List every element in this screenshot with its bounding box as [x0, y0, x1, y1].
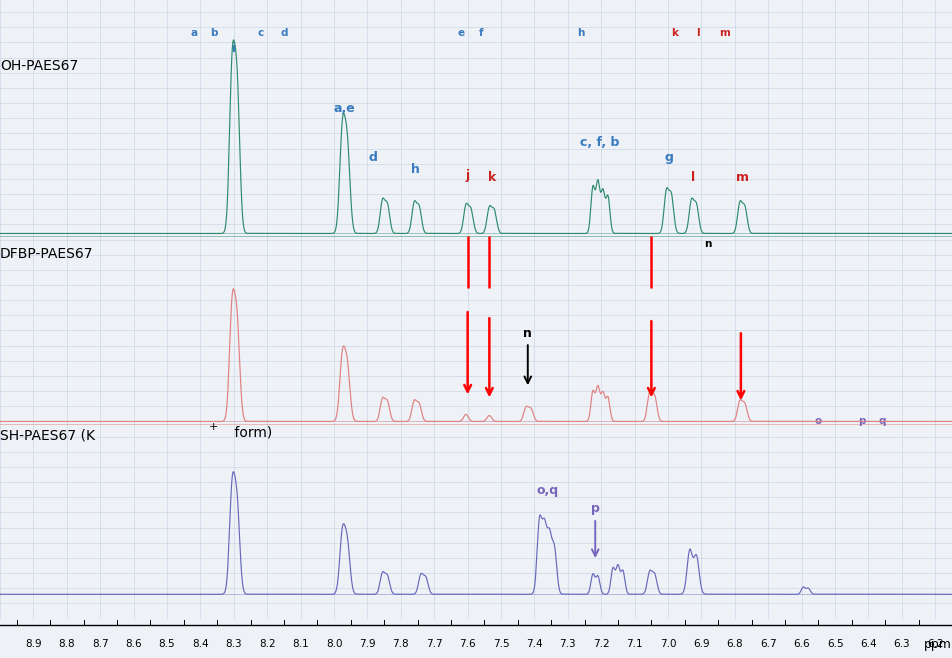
Text: ppm: ppm — [924, 638, 952, 651]
Text: c: c — [257, 28, 264, 38]
Text: 8.2: 8.2 — [259, 639, 275, 649]
Text: 7.9: 7.9 — [359, 639, 376, 649]
Text: n: n — [524, 326, 532, 383]
Text: 8.8: 8.8 — [58, 639, 75, 649]
Text: 8.1: 8.1 — [292, 639, 309, 649]
Text: 7.0: 7.0 — [660, 639, 676, 649]
Text: f: f — [479, 28, 484, 38]
Text: o,q: o,q — [537, 484, 559, 497]
Text: 7.6: 7.6 — [459, 639, 476, 649]
Text: d: d — [280, 28, 288, 38]
Text: 8.3: 8.3 — [226, 639, 242, 649]
Text: 6.3: 6.3 — [894, 639, 910, 649]
Text: SH-PAES67 (K: SH-PAES67 (K — [0, 428, 95, 443]
Text: m: m — [736, 170, 748, 184]
Text: 7.2: 7.2 — [593, 639, 609, 649]
Text: d: d — [368, 151, 377, 164]
Text: p: p — [591, 503, 600, 556]
Text: 7.5: 7.5 — [493, 639, 509, 649]
Text: form): form) — [230, 426, 272, 440]
Text: 8.5: 8.5 — [159, 639, 175, 649]
Text: 7.7: 7.7 — [426, 639, 443, 649]
Text: q: q — [878, 416, 885, 426]
Text: 8.7: 8.7 — [92, 639, 109, 649]
Text: 7.1: 7.1 — [626, 639, 643, 649]
Text: m: m — [720, 28, 730, 38]
Text: 7.8: 7.8 — [392, 639, 409, 649]
Text: h: h — [411, 163, 421, 176]
Text: n: n — [704, 239, 712, 249]
Text: 6.6: 6.6 — [793, 639, 810, 649]
Text: 6.8: 6.8 — [726, 639, 744, 649]
Text: 7.4: 7.4 — [526, 639, 543, 649]
Text: 6.4: 6.4 — [861, 639, 877, 649]
Text: a: a — [190, 28, 197, 38]
Text: 8.9: 8.9 — [25, 639, 42, 649]
Text: 7.3: 7.3 — [560, 639, 576, 649]
Text: j: j — [466, 169, 469, 182]
Text: DFBP-PAES67: DFBP-PAES67 — [0, 247, 93, 261]
Text: b: b — [210, 28, 218, 38]
Text: +: + — [208, 422, 218, 432]
Text: k: k — [487, 170, 496, 184]
Text: 8.0: 8.0 — [326, 639, 343, 649]
Text: h: h — [578, 28, 585, 38]
Text: 6.5: 6.5 — [826, 639, 843, 649]
Text: l: l — [696, 28, 700, 38]
Text: OH-PAES67: OH-PAES67 — [0, 59, 78, 73]
Text: a,e: a,e — [334, 102, 356, 115]
Text: o: o — [815, 416, 822, 426]
Text: e: e — [457, 28, 465, 38]
Text: 8.4: 8.4 — [192, 639, 208, 649]
Text: 6.7: 6.7 — [760, 639, 777, 649]
Text: 6.2: 6.2 — [927, 639, 943, 649]
Text: i: i — [231, 41, 236, 55]
Text: k: k — [671, 28, 678, 38]
Text: 6.9: 6.9 — [693, 639, 710, 649]
Text: c, f, b: c, f, b — [580, 136, 620, 149]
Text: g: g — [664, 151, 673, 164]
Text: l: l — [691, 170, 696, 184]
Text: p: p — [858, 416, 865, 426]
Text: 8.6: 8.6 — [126, 639, 142, 649]
